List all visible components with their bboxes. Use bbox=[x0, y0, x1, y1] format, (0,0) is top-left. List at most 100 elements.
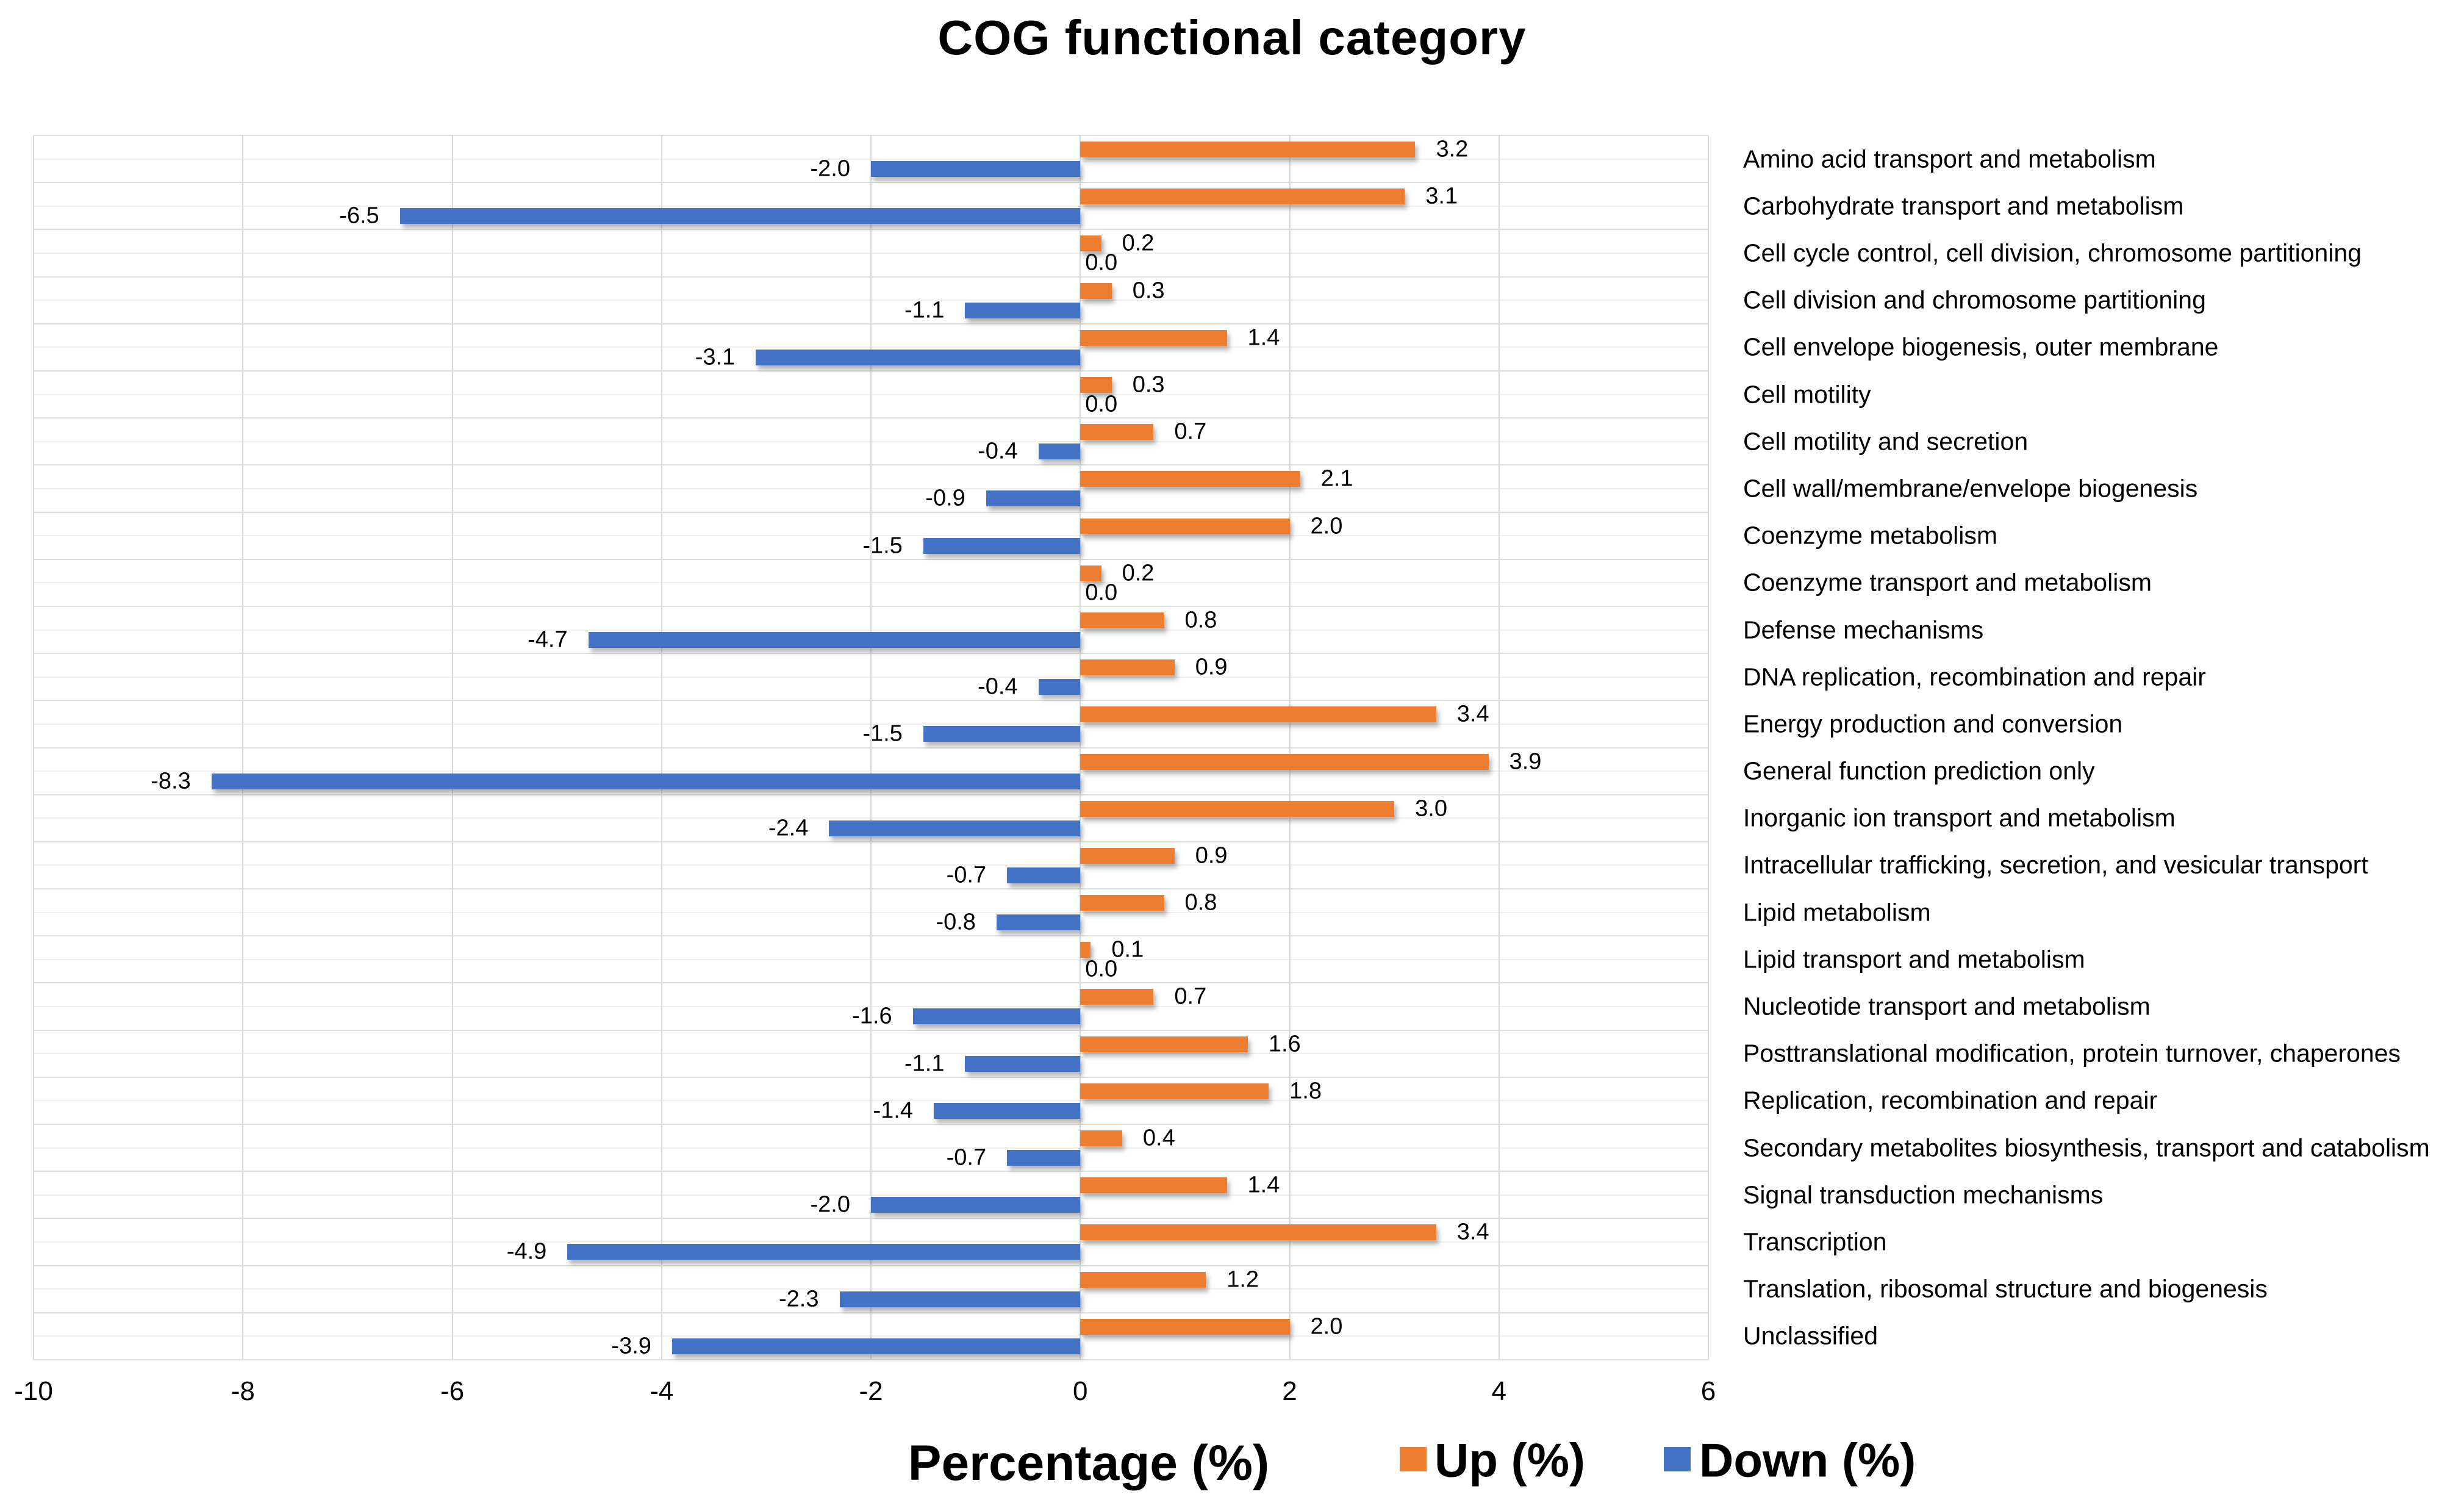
up-value-label: 0.8 bbox=[1184, 607, 1217, 633]
x-tick-label: -4 bbox=[650, 1376, 674, 1406]
down-value-label: -0.7 bbox=[946, 862, 987, 888]
down-bar bbox=[1007, 1150, 1081, 1166]
up-bar bbox=[1080, 612, 1164, 628]
up-bar bbox=[1080, 1177, 1227, 1194]
gridline-vertical bbox=[1289, 135, 1291, 1360]
up-bar bbox=[1080, 895, 1164, 911]
x-tick-label: -10 bbox=[14, 1376, 53, 1406]
gridline-vertical bbox=[1498, 135, 1500, 1360]
down-value-label: -8.3 bbox=[151, 768, 191, 794]
up-value-label: 0.9 bbox=[1195, 654, 1228, 680]
down-bar bbox=[871, 161, 1081, 177]
category-label: Signal transduction mechanisms bbox=[1743, 1180, 2104, 1209]
category-label: Intracellular trafficking, secretion, an… bbox=[1743, 850, 2368, 879]
up-bar bbox=[1080, 142, 1416, 157]
up-bar bbox=[1080, 565, 1101, 581]
up-bar bbox=[1080, 659, 1175, 676]
down-bar bbox=[567, 1244, 1081, 1260]
up-value-label: 1.8 bbox=[1289, 1078, 1322, 1104]
down-value-label: -0.7 bbox=[946, 1144, 987, 1171]
up-bar bbox=[1080, 1271, 1206, 1288]
up-value-label: 0.1 bbox=[1111, 936, 1144, 963]
up-bar bbox=[1080, 1130, 1122, 1147]
down-value-label: 0.0 bbox=[1085, 580, 1118, 606]
up-bar bbox=[1080, 1318, 1290, 1335]
up-bar bbox=[1080, 1224, 1436, 1241]
category-label: Coenzyme transport and metabolism bbox=[1743, 568, 2152, 597]
up-value-label: 1.4 bbox=[1247, 1172, 1280, 1198]
down-value-label: -1.1 bbox=[904, 297, 945, 323]
down-value-label: 0.0 bbox=[1085, 956, 1118, 982]
up-bar bbox=[1080, 1036, 1248, 1052]
down-bar bbox=[871, 1197, 1081, 1213]
down-bar bbox=[399, 208, 1081, 224]
down-bar bbox=[1038, 679, 1081, 695]
legend-down-label: Down (%) bbox=[1699, 1433, 1916, 1487]
category-label: Cell envelope biogenesis, outer membrane bbox=[1743, 332, 2219, 361]
down-value-label: 0.0 bbox=[1085, 391, 1118, 417]
category-label: Cell motility bbox=[1743, 380, 1871, 409]
up-value-label: 1.4 bbox=[1247, 325, 1280, 351]
gridline-vertical bbox=[242, 135, 244, 1360]
up-value-label: 1.6 bbox=[1268, 1031, 1301, 1057]
gridline-vertical bbox=[33, 135, 34, 1360]
down-value-label: -1.6 bbox=[852, 1003, 892, 1029]
category-label: Transcription bbox=[1743, 1227, 1887, 1256]
down-bar bbox=[588, 631, 1081, 648]
up-value-label: 0.7 bbox=[1174, 418, 1207, 445]
up-bar bbox=[1080, 753, 1489, 770]
category-label: Unclassified bbox=[1743, 1321, 1878, 1350]
gridline-vertical bbox=[451, 135, 453, 1360]
category-label: Translation, ribosomal structure and bio… bbox=[1743, 1274, 2268, 1303]
down-value-label: -2.4 bbox=[768, 815, 809, 841]
up-value-label: 3.4 bbox=[1456, 1219, 1489, 1245]
down-value-label: -2.3 bbox=[779, 1286, 819, 1312]
up-value-label: 2.0 bbox=[1310, 513, 1343, 539]
category-label: Replication, recombination and repair bbox=[1743, 1086, 2158, 1115]
category-label: Coenzyme metabolism bbox=[1743, 521, 1997, 550]
category-label: Lipid transport and metabolism bbox=[1743, 945, 2085, 974]
up-bar bbox=[1080, 847, 1175, 864]
category-label: Secondary metabolites biosynthesis, tran… bbox=[1743, 1133, 2430, 1162]
down-value-label: -1.5 bbox=[862, 720, 903, 747]
category-label: Cell wall/membrane/envelope biogenesis bbox=[1743, 474, 2198, 503]
up-bar bbox=[1080, 942, 1091, 958]
x-tick-label: 0 bbox=[1073, 1376, 1088, 1406]
category-label: Cell motility and secretion bbox=[1743, 427, 2029, 456]
up-bar bbox=[1080, 376, 1112, 393]
down-bar bbox=[986, 490, 1081, 507]
category-label: Cell cycle control, cell division, chrom… bbox=[1743, 239, 2362, 267]
up-value-label: 3.9 bbox=[1509, 749, 1542, 774]
up-value-label: 2.0 bbox=[1310, 1313, 1343, 1340]
gridline-vertical bbox=[1080, 135, 1081, 1360]
down-bar bbox=[211, 773, 1081, 789]
down-bar bbox=[996, 914, 1081, 931]
up-value-label: 3.2 bbox=[1436, 136, 1469, 162]
down-bar bbox=[923, 537, 1081, 554]
up-value-label: 1.2 bbox=[1227, 1266, 1259, 1293]
x-tick-label: 4 bbox=[1491, 1376, 1506, 1406]
up-bar bbox=[1080, 329, 1227, 346]
down-bar bbox=[829, 820, 1081, 836]
up-value-label: 3.4 bbox=[1456, 701, 1489, 727]
down-bar bbox=[839, 1291, 1081, 1307]
category-label: Amino acid transport and metabolism bbox=[1743, 145, 2156, 173]
legend-down-swatch bbox=[1664, 1447, 1691, 1471]
x-tick-label: 6 bbox=[1700, 1376, 1716, 1406]
down-value-label: -0.4 bbox=[978, 673, 1018, 700]
down-bar bbox=[933, 1102, 1081, 1119]
up-bar bbox=[1080, 706, 1436, 723]
chart-title: COG functional category bbox=[937, 10, 1527, 65]
up-value-label: 0.7 bbox=[1174, 983, 1207, 1010]
up-value-label: 0.3 bbox=[1132, 372, 1165, 398]
down-value-label: -0.9 bbox=[925, 485, 965, 511]
up-value-label: 0.8 bbox=[1184, 889, 1217, 916]
category-label: Energy production and conversion bbox=[1743, 709, 2123, 738]
down-value-label: -3.1 bbox=[695, 344, 736, 370]
down-value-label: -4.7 bbox=[528, 627, 568, 653]
down-value-label: -1.4 bbox=[873, 1097, 913, 1124]
x-tick-label: -8 bbox=[231, 1376, 255, 1406]
up-bar bbox=[1080, 518, 1290, 534]
gridline-vertical bbox=[870, 135, 872, 1360]
